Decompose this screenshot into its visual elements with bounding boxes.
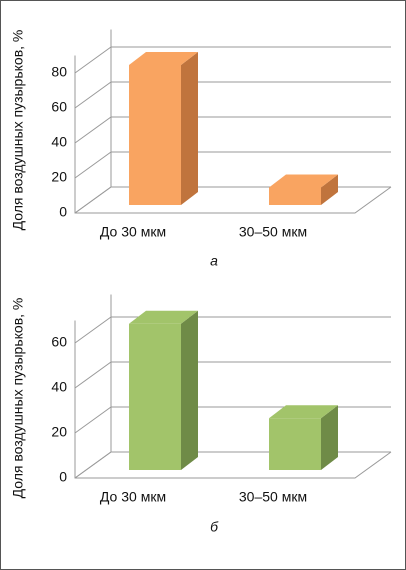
bar-side bbox=[321, 174, 338, 205]
y-tick-label: 20 bbox=[51, 424, 67, 440]
bar-front bbox=[269, 418, 321, 470]
bar-top bbox=[129, 310, 198, 324]
y-tick-label: 80 bbox=[51, 64, 67, 80]
axis-wall bbox=[74, 320, 392, 479]
y-tick-label: 40 bbox=[51, 379, 67, 395]
x-tick-label: До 30 мкм bbox=[100, 489, 166, 505]
y-tick-label: 20 bbox=[51, 169, 67, 185]
bar-side bbox=[181, 310, 198, 470]
grid-line bbox=[74, 46, 391, 74]
axis-wall bbox=[74, 55, 392, 214]
y-tick-label: 0 bbox=[59, 204, 67, 220]
grid-line bbox=[74, 451, 391, 479]
x-tick-label: 30–50 мкм bbox=[239, 489, 307, 505]
y-tick-label: 40 bbox=[51, 134, 67, 150]
y-tick-label: 0 bbox=[59, 469, 67, 485]
y-axis-label: Доля воздушных пузырьков, % bbox=[10, 298, 26, 499]
y-tick-label: 60 bbox=[51, 334, 67, 350]
bar-front bbox=[129, 323, 181, 470]
bar-side bbox=[321, 405, 338, 470]
grid-line bbox=[74, 361, 391, 389]
grid-line bbox=[74, 316, 391, 344]
bar-side bbox=[181, 52, 198, 205]
caption: а bbox=[210, 253, 218, 269]
grid-line bbox=[74, 81, 391, 109]
bar-front bbox=[269, 187, 321, 205]
bar bbox=[269, 174, 338, 205]
bar bbox=[269, 405, 338, 470]
bar bbox=[129, 52, 198, 205]
bar-top bbox=[269, 174, 338, 188]
grid-line bbox=[74, 406, 391, 434]
grid-line bbox=[74, 151, 391, 179]
bar bbox=[129, 310, 198, 470]
bar-top bbox=[269, 405, 338, 419]
x-tick-label: 30–50 мкм bbox=[239, 224, 307, 240]
y-tick-label: 60 bbox=[51, 99, 67, 115]
x-tick-label: До 30 мкм bbox=[100, 224, 166, 240]
caption: б bbox=[210, 519, 219, 535]
bar-front bbox=[129, 65, 181, 205]
grid-line bbox=[74, 116, 391, 144]
grid-line bbox=[74, 186, 391, 214]
bar-top bbox=[129, 52, 198, 65]
y-axis-label: Доля воздушных пузырьков, % bbox=[10, 30, 26, 231]
